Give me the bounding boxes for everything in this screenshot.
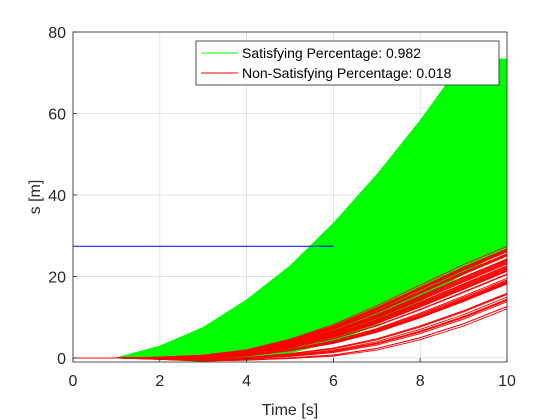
y-tick-label: 40 bbox=[48, 188, 66, 205]
y-axis-label: s [m] bbox=[27, 180, 44, 215]
satisfying-trajectory bbox=[73, 81, 508, 359]
non-satisfying-bundle bbox=[73, 245, 508, 362]
satisfying-trajectory bbox=[73, 184, 508, 359]
y-tick-label: 20 bbox=[48, 269, 66, 286]
x-tick-label: 2 bbox=[155, 373, 164, 390]
legend-box bbox=[195, 40, 500, 86]
non-satisfying-trajectory bbox=[73, 269, 508, 359]
y-tick-label: 60 bbox=[48, 106, 66, 123]
legend-label-non-satisfying: Non-Satisfying Percentage: 0.018 bbox=[242, 65, 452, 81]
x-tick-label: 8 bbox=[416, 373, 425, 390]
y-tick-label: 0 bbox=[57, 351, 66, 368]
satisfying-trajectory bbox=[73, 174, 508, 359]
ticks: 0 2 4 6 8 10 0 20 40 60 80 bbox=[48, 25, 516, 390]
x-tick-label: 0 bbox=[69, 373, 78, 390]
legend: Satisfying Percentage: 0.982 Non-Satisfy… bbox=[195, 40, 500, 86]
satisfying-band bbox=[73, 58, 507, 362]
non-satisfying-trajectory bbox=[73, 301, 508, 361]
legend-label-satisfying: Satisfying Percentage: 0.982 bbox=[242, 45, 421, 61]
satisfying-trajectory bbox=[73, 60, 508, 359]
plot-content bbox=[73, 58, 508, 362]
satisfying-trajectory bbox=[73, 142, 508, 359]
satisfying-trajectory bbox=[73, 108, 508, 359]
x-tick-label: 4 bbox=[242, 373, 251, 390]
y-tick-label: 80 bbox=[48, 25, 66, 42]
x-axis-label: Time [s] bbox=[262, 402, 318, 419]
satisfying-trajectory bbox=[73, 129, 508, 359]
non-satisfying-trajectory bbox=[73, 251, 508, 359]
x-tick-label: 10 bbox=[498, 373, 516, 390]
x-tick-label: 6 bbox=[329, 373, 338, 390]
plot-frame bbox=[72, 31, 508, 363]
